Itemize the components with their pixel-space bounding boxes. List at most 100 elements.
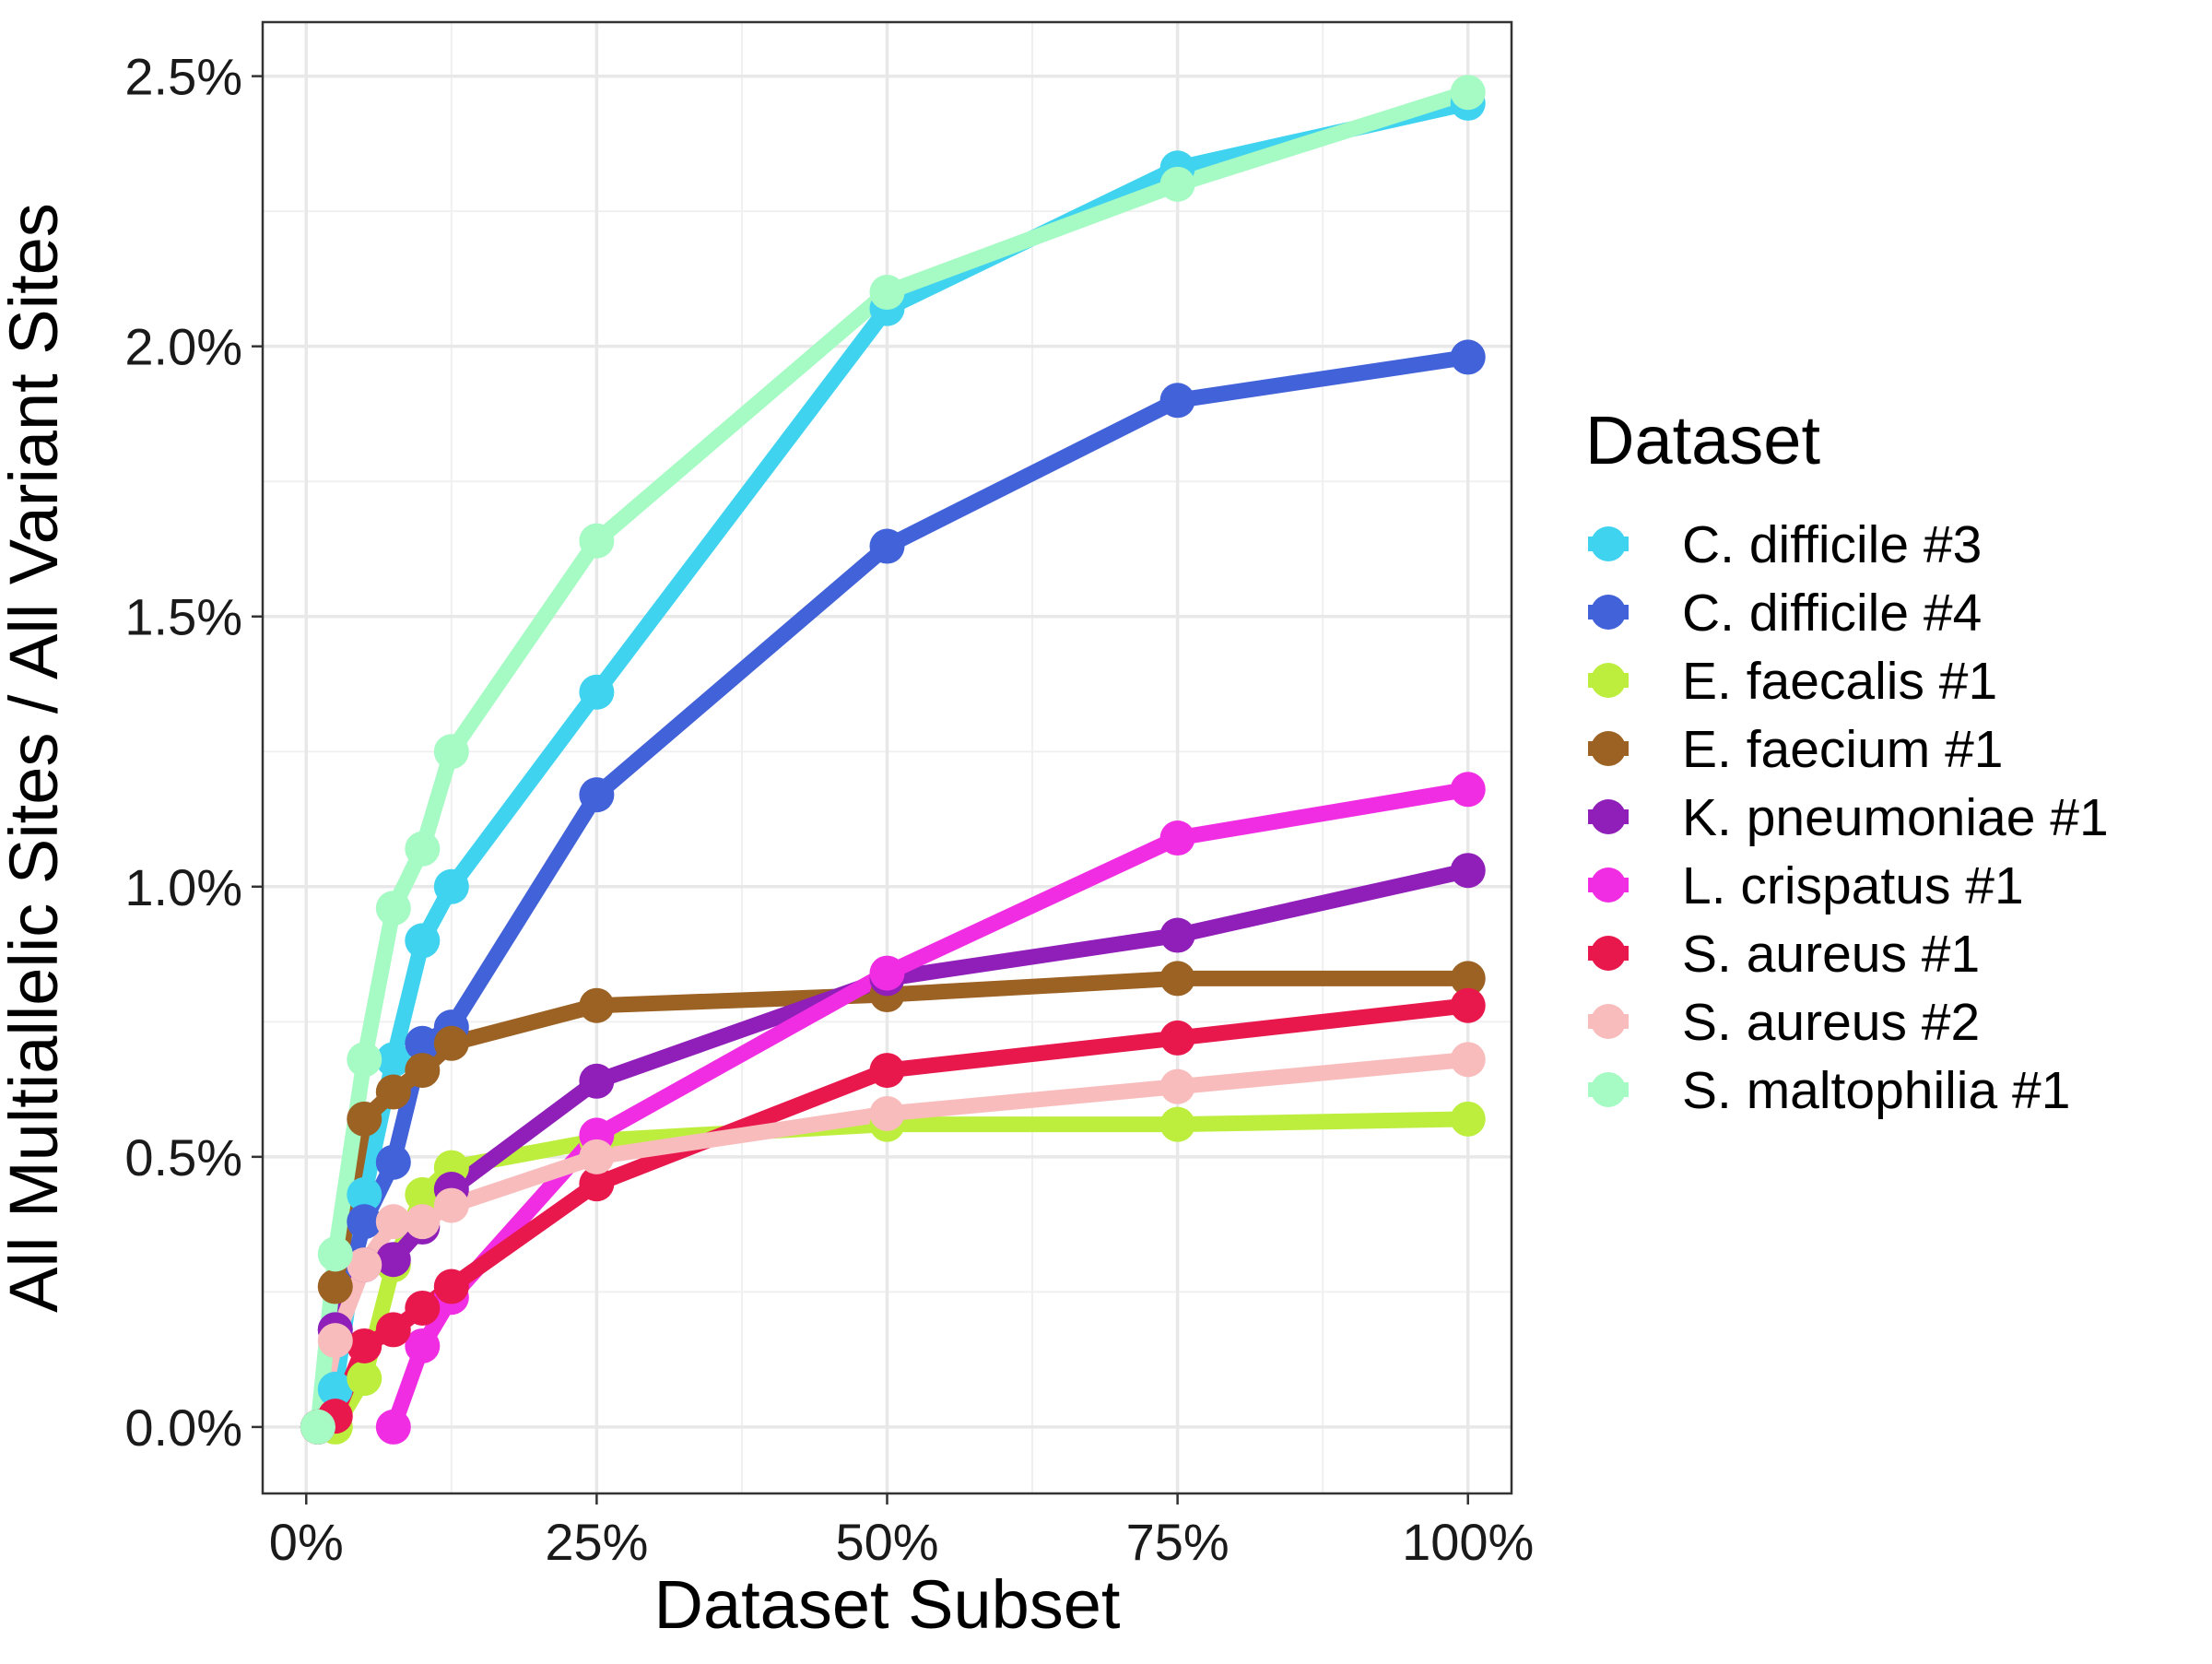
data-point [869,528,905,564]
y-axis-title: All Multiallelic Sites / All Variant Sit… [0,203,72,1313]
legend-label: C. difficile #4 [1682,584,1982,643]
data-point [1450,1101,1486,1137]
data-point [1159,917,1195,953]
legend-label: K. pneumoniae #1 [1682,788,2109,847]
data-point [1159,166,1195,202]
x-axis-ticks: 0% 25% 50% 75% 100% [269,1493,1534,1571]
legend-items: C. difficile #3 C. difficile #4 E. faecali… [1588,515,2109,1120]
data-point [317,1371,353,1407]
legend-item: C. difficile #3 [1588,515,1982,574]
legend-title: Dataset [1585,402,1820,478]
data-point [347,1101,382,1137]
data-point [405,1204,441,1240]
legend-item: S. aureus #1 [1588,925,1980,984]
major-gridlines [263,22,1512,1493]
data-point [869,275,905,311]
data-point [433,868,469,904]
legend-swatch-point [1591,1004,1626,1039]
data-point [1159,383,1195,419]
data-point [317,1269,353,1304]
data-point [1159,820,1195,856]
series-points [300,75,1486,1445]
legend-item: E. faecium #1 [1588,720,2004,779]
data-point [405,1025,441,1061]
data-point [869,955,905,991]
data-point [375,1242,411,1278]
x-tick-label: 0% [269,1513,344,1571]
data-point [433,1269,469,1304]
data-point [347,1204,382,1240]
y-tick-label: 2.0% [124,318,242,376]
legend-item: C. difficile #4 [1588,584,1982,643]
data-point [579,777,615,813]
data-point [317,1323,353,1359]
data-point [375,1312,411,1348]
data-point [1450,853,1486,889]
data-point [1159,1020,1195,1056]
x-tick-label: 100% [1402,1513,1534,1571]
legend-label: E. faecium #1 [1682,720,2004,779]
data-point [405,831,441,867]
legend-label: L. crispatus #1 [1682,856,2024,915]
data-point [579,987,615,1023]
legend-label: S. maltophilia #1 [1682,1061,2070,1120]
data-point [317,1236,353,1272]
data-point [405,923,441,959]
y-tick-label: 1.0% [124,858,242,916]
data-point [1450,772,1486,808]
y-axis-ticks: 0.0% 0.5% 1.0% 1.5% 2.0% 2.5% [124,48,263,1457]
data-point [405,1328,441,1363]
data-point [405,1053,441,1089]
data-point [375,891,411,926]
data-point [375,1144,411,1180]
y-tick-label: 0.0% [124,1398,242,1457]
data-point [347,1247,382,1283]
data-point [405,1176,441,1212]
legend-swatch-point [1591,799,1626,834]
data-point [1450,75,1486,111]
y-tick-label: 2.5% [124,48,242,106]
legend-item: K. pneumoniae #1 [1588,788,2109,847]
data-point [579,1166,615,1202]
data-point [433,1187,469,1223]
data-point [579,1139,615,1174]
data-point [1159,1068,1195,1104]
legend-item: S. aureus #2 [1588,993,1980,1052]
data-point [347,1042,382,1078]
legend: Dataset C. difficile #3 C. difficile #4 E.… [1585,402,2109,1120]
data-point [375,1042,411,1078]
data-point [579,674,615,710]
data-point [347,1328,382,1363]
data-point [1450,339,1486,375]
legend-label: S. aureus #2 [1682,993,1980,1052]
data-point [405,1290,441,1326]
legend-swatch-point [1591,1072,1626,1107]
y-tick-label: 0.5% [124,1128,242,1186]
x-axis-title: Dataset Subset [654,1566,1121,1643]
x-tick-label: 50% [835,1513,938,1571]
legend-swatch-point [1591,936,1626,971]
data-point [579,1063,615,1099]
data-point [869,1053,905,1089]
data-point [1159,961,1195,997]
data-point [375,1204,411,1240]
legend-label: E. faecalis #1 [1682,652,1997,711]
data-point [347,1176,382,1212]
x-tick-label: 25% [545,1513,648,1571]
legend-item: S. maltophilia #1 [1588,1061,2070,1120]
legend-item: E. faecalis #1 [1588,652,1997,711]
x-tick-label: 75% [1126,1513,1230,1571]
data-point [1450,961,1486,997]
y-tick-label: 1.5% [124,588,242,646]
data-point [375,1074,411,1110]
series-line [310,970,1477,1435]
series-line [310,84,1477,1435]
data-point [433,734,469,770]
data-point [869,1095,905,1131]
legend-swatch-point [1591,731,1626,766]
data-point [347,1361,382,1397]
legend-item: L. crispatus #1 [1588,856,2024,915]
data-point [579,523,615,559]
